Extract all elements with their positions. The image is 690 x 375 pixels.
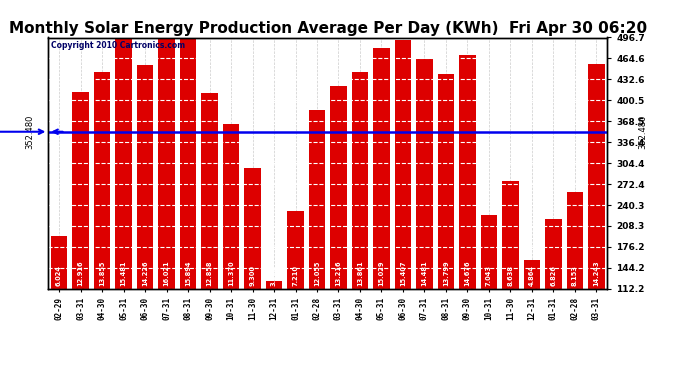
Text: 16.021: 16.021: [164, 261, 170, 286]
Bar: [589, 64, 604, 362]
Bar: [460, 55, 475, 362]
Bar: [481, 215, 497, 362]
Bar: [373, 48, 390, 362]
Bar: [94, 72, 110, 362]
Bar: [266, 281, 282, 362]
Text: Copyright 2010 Cartronics.com: Copyright 2010 Cartronics.com: [51, 41, 185, 50]
Bar: [395, 40, 411, 362]
Bar: [288, 211, 304, 362]
Text: 12.055: 12.055: [314, 261, 320, 286]
Text: 352.480: 352.480: [26, 114, 34, 149]
Text: 3.861: 3.861: [271, 265, 277, 286]
Bar: [309, 110, 325, 362]
Bar: [159, 27, 175, 362]
Bar: [72, 92, 88, 362]
Text: 7.210: 7.210: [293, 265, 299, 286]
Text: 4.864: 4.864: [529, 265, 535, 286]
Text: 15.407: 15.407: [400, 261, 406, 286]
Bar: [51, 236, 67, 362]
Bar: [115, 38, 132, 362]
Text: 14.676: 14.676: [464, 261, 471, 286]
Text: 6.024: 6.024: [56, 265, 62, 286]
Bar: [223, 124, 239, 362]
Bar: [137, 64, 153, 362]
Text: 15.029: 15.029: [379, 261, 384, 286]
Bar: [438, 74, 454, 362]
Bar: [502, 182, 518, 362]
Text: 15.894: 15.894: [185, 261, 191, 286]
Bar: [180, 30, 196, 362]
Text: 14.243: 14.243: [593, 261, 600, 286]
Text: 13.855: 13.855: [99, 261, 105, 286]
Bar: [201, 93, 217, 362]
Text: 6.826: 6.826: [551, 265, 556, 286]
Bar: [244, 168, 261, 362]
Text: 15.481: 15.481: [121, 261, 126, 286]
Text: 9.300: 9.300: [250, 265, 255, 286]
Bar: [524, 260, 540, 362]
Text: 7.043: 7.043: [486, 265, 492, 286]
Text: 8.638: 8.638: [507, 265, 513, 286]
Text: 13.216: 13.216: [335, 261, 342, 286]
Text: 14.226: 14.226: [142, 261, 148, 286]
Text: 12.858: 12.858: [206, 261, 213, 286]
Text: 11.370: 11.370: [228, 261, 234, 286]
Text: 14.481: 14.481: [422, 261, 428, 286]
Text: 13.799: 13.799: [443, 261, 449, 286]
Text: 13.861: 13.861: [357, 261, 363, 286]
Text: 12.916: 12.916: [77, 261, 83, 286]
Bar: [417, 59, 433, 362]
Bar: [352, 72, 368, 362]
Bar: [567, 192, 583, 362]
Bar: [545, 219, 562, 362]
Text: 8.153: 8.153: [572, 265, 578, 286]
Text: 352.480: 352.480: [638, 114, 647, 149]
Bar: [331, 86, 346, 362]
Title: Monthly Solar Energy Production Average Per Day (KWh)  Fri Apr 30 06:20: Monthly Solar Energy Production Average …: [9, 21, 647, 36]
